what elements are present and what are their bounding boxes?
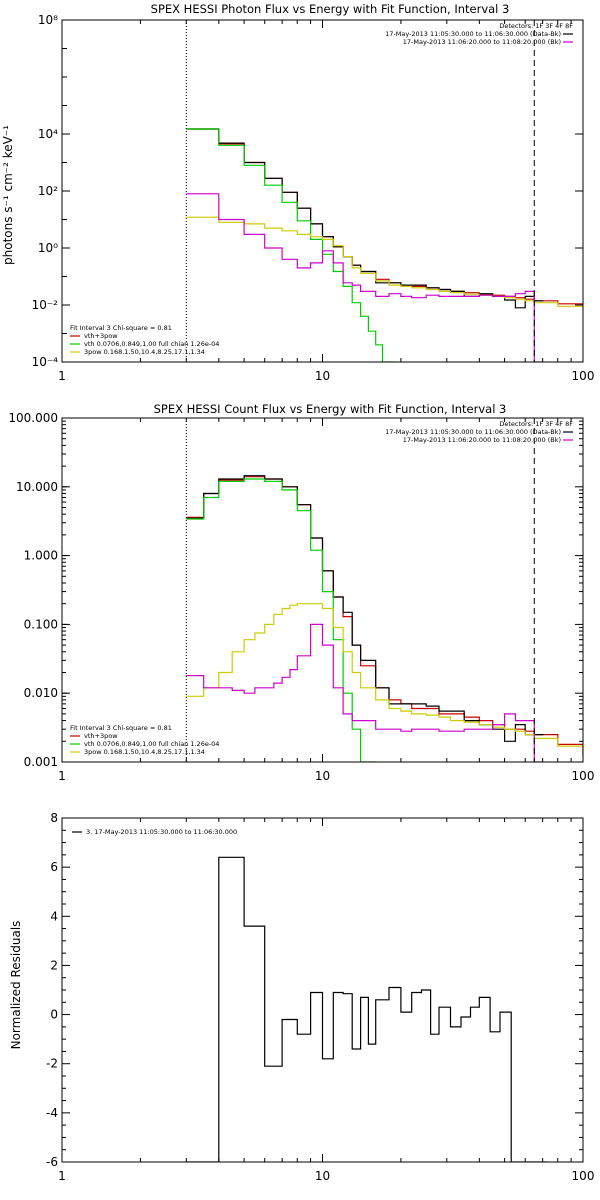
residuals-ylabel: Normalized Residuals [9,921,23,1050]
y-tick-label: 0.010 [24,686,58,700]
residuals-plot-frame [61,817,584,1163]
count-flux-plot-frame [61,417,584,763]
count-flux-vlines [185,418,535,762]
y-tick-label: 10.000 [16,480,58,494]
y-tick-label: 0.001 [24,755,58,769]
y-tick-label: -4 [46,1106,58,1120]
legend-entry: 17-May-2013 11:05:30.000 to 11:06:30.000… [385,30,561,38]
photon-flux-plot-frame [61,19,584,363]
y-tick-label: 4 [50,909,58,923]
legend-entry: vth 0.0706,0.849,1.00 full chian 1.26e-0… [84,740,219,748]
series-line-4 [186,623,544,762]
legend-entry: 3pow 0.168,1.50,10.4,8.25,17.1,1.34 [84,348,205,356]
legend-entry: vth 0.0706,0.849,1.00 full chian 1.26e-0… [84,340,219,348]
legend-entry: 17-May-2013 11:06:20.000 to 11:08:20.000… [403,38,561,46]
y-tick-label: -2 [46,1057,58,1071]
y-tick-label: 100.000 [8,411,58,425]
legend-entry: vth+3pow [84,332,118,340]
photon-flux-panel: SPEX HESSI Photon Flux vs Energy with Fi… [1,2,594,383]
legend-entry: 3pow 0.168,1.50,10.4,8.25,17.1,1.34 [84,748,205,756]
x-tick-label: 10 [315,1169,330,1183]
y-tick-label: 10⁻⁴ [32,355,59,369]
y-tick-label: 0 [50,1008,58,1022]
y-tick-label: 10² [38,184,58,198]
legend-header: Detectors: 1F 3F 4F 8F [499,420,573,428]
legend-header: Detectors: 1F 3F 4F 8F [499,22,573,30]
legend-header: Fit Interval 3 Chi-square = 0.81 [70,324,172,332]
photon-flux-vlines [185,20,535,362]
count-flux-title: SPEX HESSI Count Flux vs Energy with Fit… [154,402,507,416]
x-tick-label: 10 [315,369,330,383]
photon-flux-series [186,128,583,362]
photon-flux-ylabel: photons s⁻¹ cm⁻² keV⁻¹ [1,125,15,265]
legend-header: Fit Interval 3 Chi-square = 0.81 [70,724,172,732]
count-flux-panel: SPEX HESSI Count Flux vs Energy with Fit… [8,402,594,783]
y-tick-label: -6 [46,1155,58,1169]
y-tick-label: 0.100 [24,617,58,631]
y-tick-label: 10⁻² [32,298,59,312]
legend-entry: 3. 17-May-2013 11:05:30.000 to 11:06:30.… [86,828,237,836]
x-tick-label: 100 [572,769,595,783]
y-tick-label: 10⁰ [38,241,58,255]
x-tick-label: 1 [58,369,66,383]
residuals-panel: Normalized Residuals 1 10 100 -6 -4 -2 0 2 4 6 8 3… [9,811,594,1183]
series-line-3 [186,603,583,757]
photon-flux-ticks: 1 10 100 10⁻⁴ 10⁻² 10⁰ 10² 10⁴ 10⁸ [32,13,595,383]
legend-entry: vth+3pow [84,732,118,740]
y-tick-label: 1.000 [24,549,58,563]
legend-entry: 17-May-2013 11:06:20.000 to 11:08:20.000… [403,436,561,444]
y-tick-label: 10⁴ [38,127,58,141]
residuals-series [186,856,548,1162]
count-flux-ticks: 1 10 100 0.001 0.010 0.100 1.000 10.000 100.000 [8,411,594,783]
x-tick-label: 100 [572,1169,595,1183]
photon-flux-title: SPEX HESSI Photon Flux vs Energy with Fi… [151,2,510,16]
series-line-3 [186,216,583,312]
y-tick-label: 10⁸ [38,13,58,27]
series-line-0 [186,856,548,1162]
y-tick-label: 8 [50,811,58,825]
x-tick-label: 1 [58,769,66,783]
y-tick-label: 2 [50,958,58,972]
count-flux-series [186,475,583,762]
residuals-legends: 3. 17-May-2013 11:05:30.000 to 11:06:30.… [72,828,237,836]
x-tick-label: 10 [315,769,330,783]
series-line-4 [186,193,544,362]
x-tick-label: 1 [58,1169,66,1183]
y-tick-label: 6 [50,860,58,874]
legend-entry: 17-May-2013 11:05:30.000 to 11:06:30.000… [385,428,561,436]
x-tick-label: 100 [572,369,595,383]
